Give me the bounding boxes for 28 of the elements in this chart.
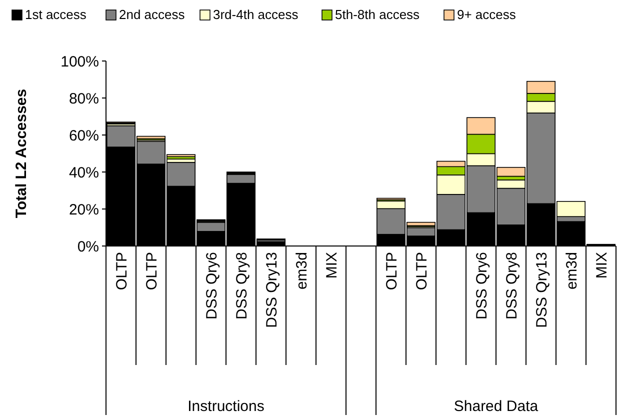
x-tick-label: OLTP: [413, 252, 430, 290]
x-tick-label: OLTP: [383, 252, 400, 290]
legend-label: 2nd access: [119, 7, 186, 22]
x-tick-label: OLTP: [113, 252, 130, 290]
x-tick-label: DSS Qry8: [233, 252, 250, 320]
x-tick-label: DSS Qry13: [533, 252, 550, 328]
y-tick-label: 60%: [68, 127, 99, 144]
y-tick-label: 80%: [68, 90, 99, 108]
y-axis-title: Total L2 Accesses: [13, 88, 30, 218]
text: Instructions: [188, 398, 264, 415]
x-tick-label: MIX: [593, 252, 610, 279]
x-tick-label: DSS Qry6: [473, 252, 490, 320]
legend-label: 5th-8th access: [335, 7, 420, 22]
legend-label: 9+ access: [457, 7, 516, 22]
x-tick-label: OLTP: [143, 252, 160, 290]
x-tick-label: DSS Qry8: [503, 252, 520, 320]
legend-label: 1st access: [25, 7, 87, 22]
y-tick-label: 40%: [68, 164, 99, 182]
x-tick-label: MIX: [323, 252, 340, 279]
x-tick-label: DSS Qry6: [203, 252, 220, 320]
y-tick-label: 20%: [68, 201, 99, 218]
x-tick-label: em3d: [563, 252, 580, 290]
x-tick-label: em3d: [293, 252, 310, 290]
legend-label: 3rd-4th access: [213, 7, 299, 22]
y-tick-label: 100%: [60, 53, 99, 70]
y-tick-label: 0%: [77, 238, 99, 256]
text: Shared Data: [454, 398, 539, 415]
x-tick-label: DSS Qry13: [263, 252, 280, 328]
